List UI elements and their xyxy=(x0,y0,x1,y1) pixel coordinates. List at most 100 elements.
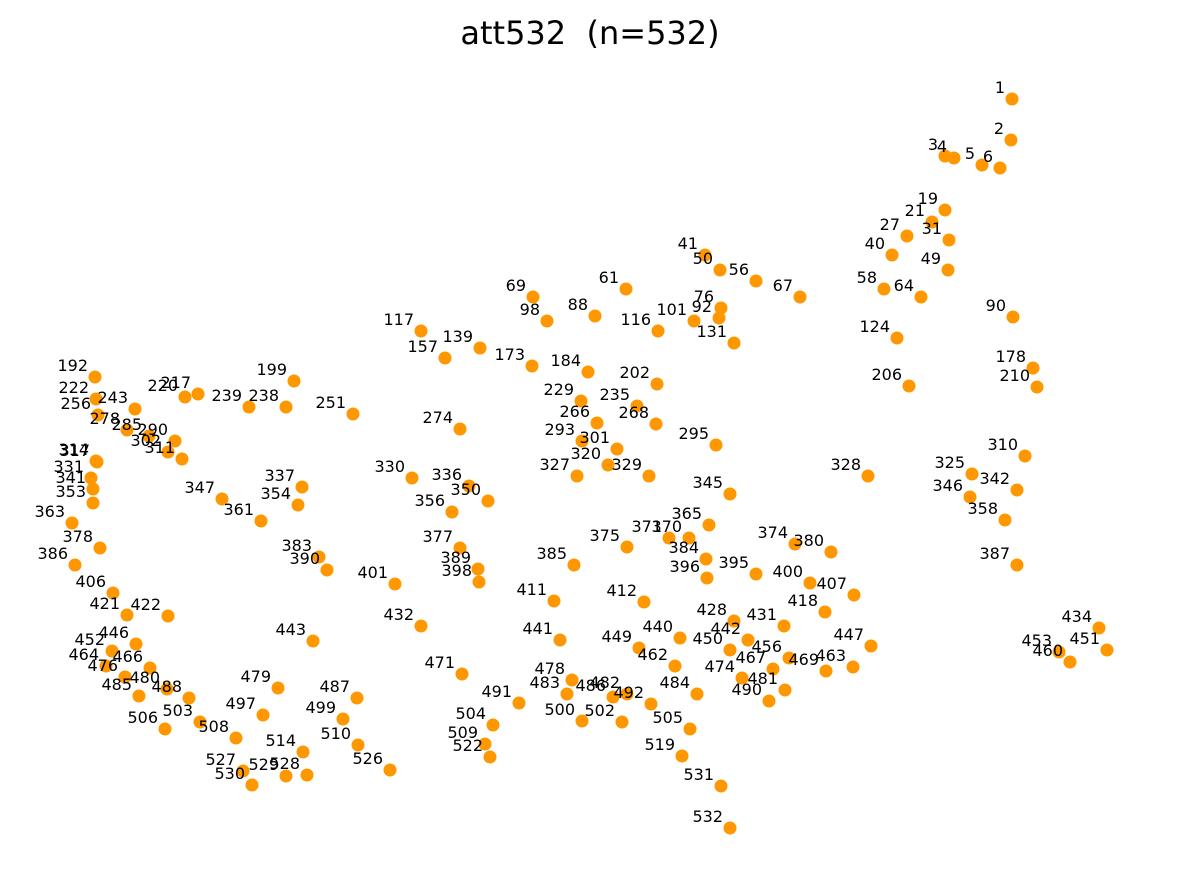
data-point-256 xyxy=(91,408,105,422)
point-label-422: 422 xyxy=(130,595,161,614)
point-label-31: 31 xyxy=(922,219,942,238)
point-label-274: 274 xyxy=(422,408,453,427)
data-point-532 xyxy=(723,821,737,835)
point-label-486: 486 xyxy=(575,676,606,695)
data-point-41 xyxy=(698,248,712,262)
data-point-491 xyxy=(512,696,526,710)
data-point-529 xyxy=(279,769,293,783)
point-label-69: 69 xyxy=(506,276,526,295)
data-point-506 xyxy=(158,722,172,736)
data-point-464 xyxy=(99,659,113,673)
data-point-341 xyxy=(86,482,100,496)
data-point-116 xyxy=(651,324,665,338)
data-point-453 xyxy=(1052,645,1066,659)
point-label-3: 3 xyxy=(928,135,938,154)
point-label-301: 301 xyxy=(579,428,610,447)
data-point-519 xyxy=(675,749,689,763)
point-label-483: 483 xyxy=(529,673,560,692)
point-label-421: 421 xyxy=(89,594,120,613)
point-label-447: 447 xyxy=(833,625,864,644)
point-label-268: 268 xyxy=(618,403,649,422)
point-label-497: 497 xyxy=(225,694,256,713)
data-point-492 xyxy=(644,697,658,711)
data-point-452 xyxy=(105,644,119,658)
point-label-101: 101 xyxy=(656,300,687,319)
data-point-474 xyxy=(735,671,749,685)
point-label-64: 64 xyxy=(894,276,914,295)
data-point-325 xyxy=(965,467,979,481)
data-point-222 xyxy=(89,392,103,406)
data-point-478 xyxy=(565,673,579,687)
data-point-356 xyxy=(445,505,459,519)
data-point-58 xyxy=(877,282,891,296)
data-point-346 xyxy=(963,490,977,504)
point-label-6: 6 xyxy=(983,147,993,166)
data-point-486 xyxy=(606,690,620,704)
point-label-441: 441 xyxy=(522,619,553,638)
point-label-532: 532 xyxy=(692,807,723,826)
point-label-220: 220 xyxy=(147,376,178,395)
data-point-488 xyxy=(182,691,196,705)
point-label-347: 347 xyxy=(184,478,215,497)
point-label-384: 384 xyxy=(668,538,699,557)
data-point-482 xyxy=(620,687,634,701)
data-point-337 xyxy=(295,480,309,494)
point-label-131: 131 xyxy=(696,322,727,341)
data-point-504 xyxy=(486,718,500,732)
data-point-431 xyxy=(777,619,791,633)
point-label-278: 278 xyxy=(89,409,120,428)
data-point-278 xyxy=(120,423,134,437)
point-label-464: 464 xyxy=(68,645,99,664)
point-label-4: 4 xyxy=(937,137,947,156)
point-label-446: 446 xyxy=(98,623,129,642)
point-label-400: 400 xyxy=(772,562,803,581)
point-label-76: 76 xyxy=(694,287,714,306)
data-point-290 xyxy=(168,434,182,448)
point-label-526: 526 xyxy=(352,749,383,768)
data-point-243 xyxy=(128,402,142,416)
data-point-4 xyxy=(947,151,961,165)
point-label-476: 476 xyxy=(87,656,118,675)
point-label-452: 452 xyxy=(74,630,105,649)
point-label-206: 206 xyxy=(871,365,902,384)
point-label-509: 509 xyxy=(447,723,478,742)
data-point-522 xyxy=(483,750,497,764)
data-point-293 xyxy=(575,434,589,448)
point-label-354: 354 xyxy=(260,484,291,503)
point-label-358: 358 xyxy=(967,499,998,518)
data-point-471 xyxy=(455,667,469,681)
point-label-345: 345 xyxy=(692,473,723,492)
data-point-342 xyxy=(1010,483,1024,497)
point-label-385: 385 xyxy=(536,544,567,563)
point-label-302: 302 xyxy=(130,431,161,450)
point-label-50: 50 xyxy=(693,249,713,268)
point-label-466: 466 xyxy=(112,647,143,666)
data-point-101 xyxy=(687,314,701,328)
data-point-490 xyxy=(762,694,776,708)
data-point-336 xyxy=(462,479,476,493)
point-label-56: 56 xyxy=(729,260,749,279)
data-point-302 xyxy=(161,445,175,459)
point-label-478: 478 xyxy=(534,659,565,678)
point-label-387: 387 xyxy=(979,544,1010,563)
data-point-378 xyxy=(93,541,107,555)
point-label-450: 450 xyxy=(692,629,723,648)
data-point-442 xyxy=(741,633,755,647)
point-label-484: 484 xyxy=(659,673,690,692)
data-point-466 xyxy=(143,661,157,675)
point-label-530: 530 xyxy=(214,764,245,783)
data-point-310 xyxy=(1018,449,1032,463)
data-point-266 xyxy=(590,416,604,430)
point-label-98: 98 xyxy=(520,300,540,319)
data-point-432 xyxy=(414,619,428,633)
point-label-90: 90 xyxy=(986,296,1006,315)
data-point-401 xyxy=(388,577,402,591)
point-label-510: 510 xyxy=(320,724,351,743)
data-point-285 xyxy=(142,429,156,443)
point-label-453: 453 xyxy=(1021,631,1052,650)
point-label-27: 27 xyxy=(880,215,900,234)
point-label-235: 235 xyxy=(599,385,630,404)
point-label-500: 500 xyxy=(544,700,575,719)
point-label-92: 92 xyxy=(692,297,712,316)
point-label-310: 310 xyxy=(987,435,1018,454)
